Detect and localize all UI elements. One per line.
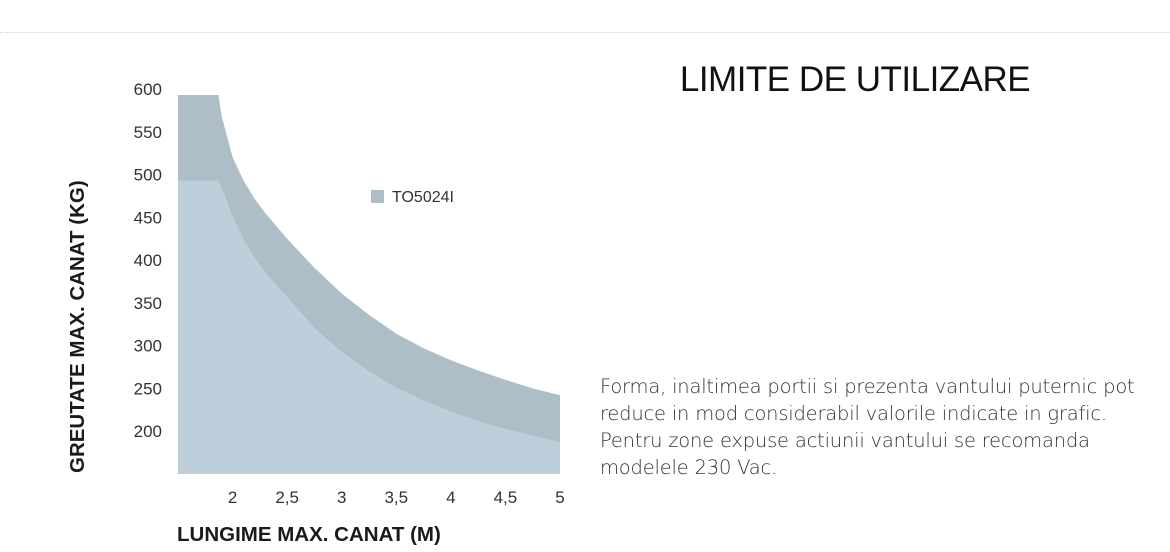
x-tick-label: 3 — [337, 488, 346, 507]
x-tick-label: 5 — [555, 488, 564, 507]
x-tick-label: 4,5 — [494, 488, 518, 507]
x-tick-labels: 2 2,5 3 3,5 4 4,5 5 — [228, 488, 565, 507]
y-tick-label: 550 — [134, 123, 162, 142]
x-tick-label: 3,5 — [384, 488, 408, 507]
y-tick-label: 250 — [134, 379, 162, 398]
y-tick-label: 400 — [134, 251, 162, 270]
y-axis-title: GREUTATE MAX. CANAT (KG) — [66, 180, 89, 473]
y-tick-label: 350 — [134, 294, 162, 313]
y-tick-labels: 600 550 500 450 400 350 300 250 200 — [134, 80, 162, 441]
y-tick-label: 200 — [134, 422, 162, 441]
legend-label: TO5024I — [392, 189, 454, 206]
top-divider — [0, 32, 1170, 33]
page-title: LIMITE DE UTILIZARE — [679, 60, 1031, 99]
y-tick-label: 300 — [134, 337, 162, 356]
area-inner — [178, 180, 560, 474]
chart: 600 550 500 450 400 350 300 250 200 2 2,5 3 3,5 4 4,5… — [66, 80, 565, 546]
legend-swatch — [371, 190, 384, 203]
x-axis-title: LUNGIME MAX. CANAT (M) — [177, 523, 441, 546]
usage-note: Forma, inaltimea portii si prezenta vant… — [600, 375, 1135, 479]
y-tick-label: 500 — [134, 166, 162, 185]
x-tick-label: 4 — [446, 488, 455, 507]
y-tick-label: 600 — [134, 80, 162, 99]
x-tick-label: 2 — [228, 488, 237, 507]
chart-areas — [178, 95, 560, 474]
legend: TO5024I — [371, 189, 454, 206]
y-tick-label: 450 — [134, 208, 162, 227]
x-tick-label: 2,5 — [275, 488, 299, 507]
